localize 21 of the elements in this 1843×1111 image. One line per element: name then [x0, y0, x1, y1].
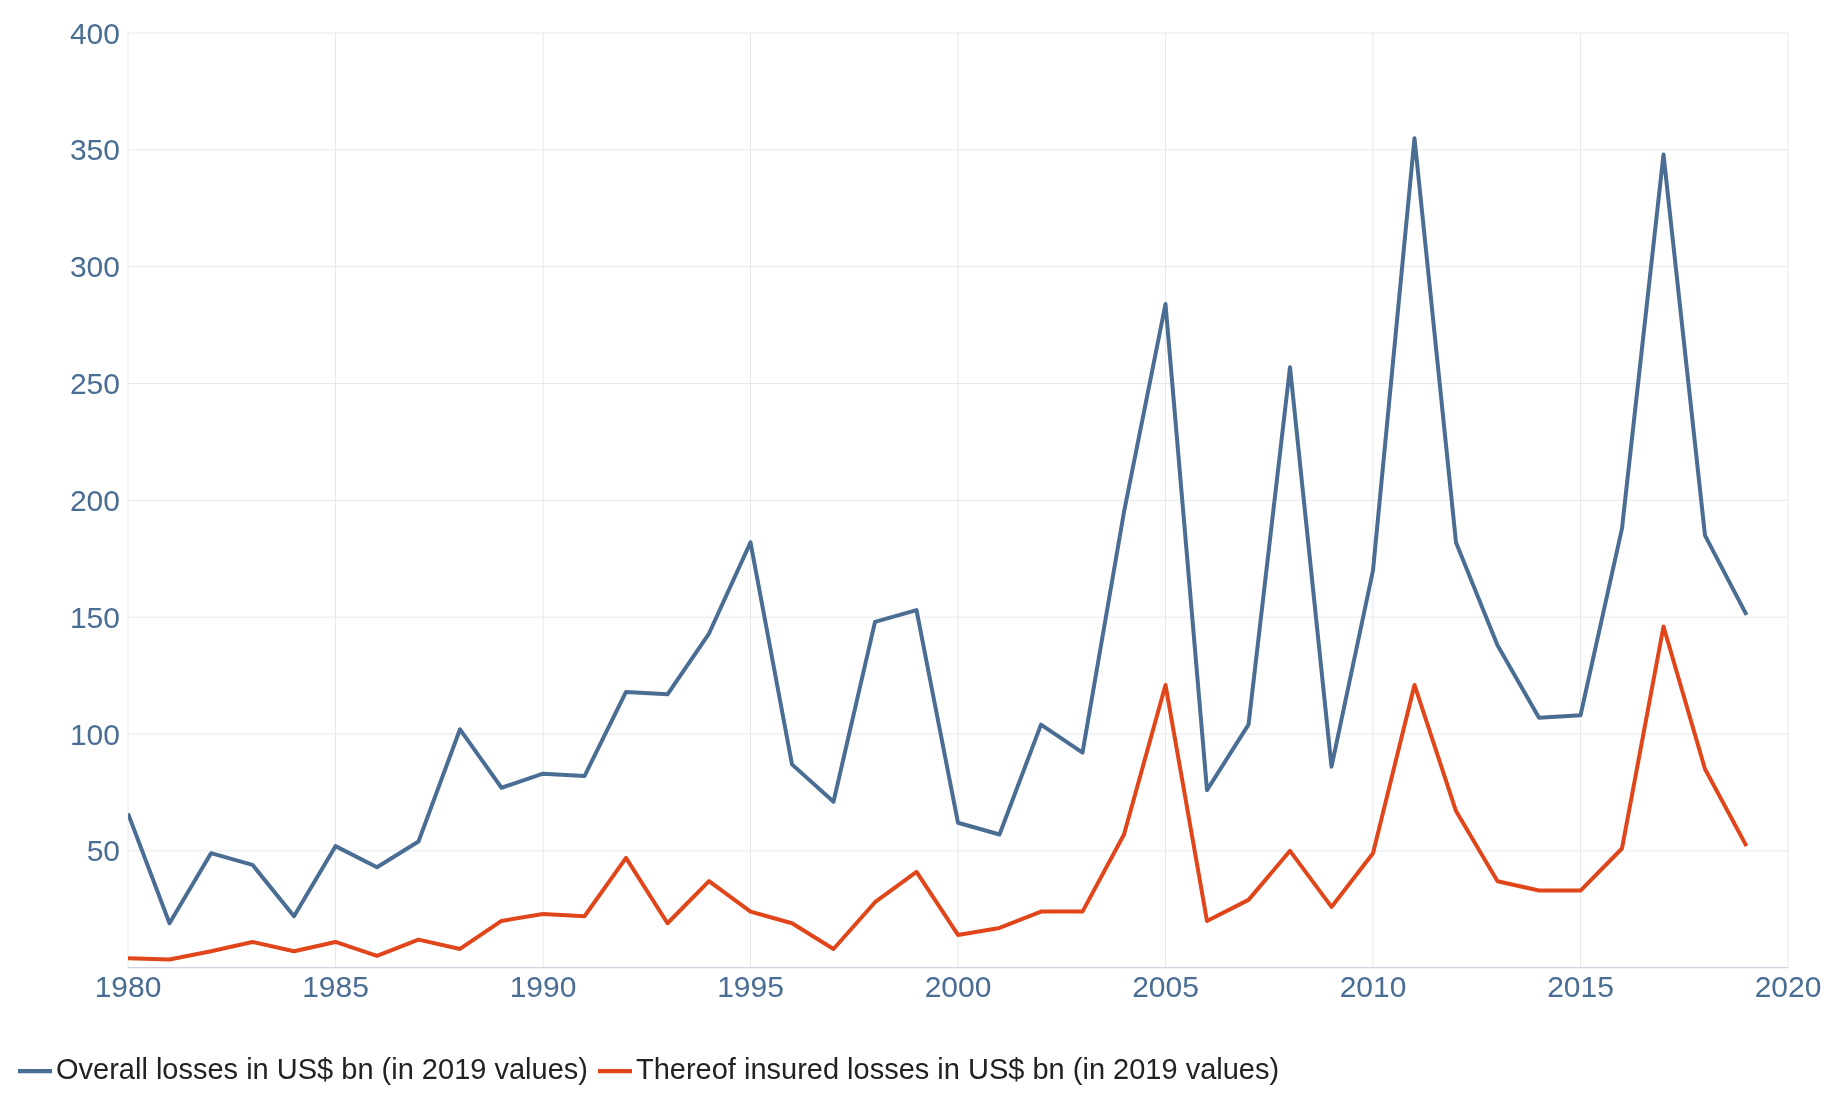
y-tick-label: 50 — [86, 834, 120, 868]
x-tick-label: 2000 — [924, 969, 992, 1003]
legend-label: Thereof insured losses in US$ bn (in 2019 values) — [635, 1052, 1280, 1085]
legend-label: Overall losses in US$ bn (in 2019 values) — [56, 1052, 588, 1085]
y-tick-label: 350 — [69, 133, 120, 167]
y-tick-label: 400 — [69, 16, 120, 50]
x-tick-label: 1995 — [717, 969, 784, 1003]
x-tick-label: 2005 — [1132, 969, 1199, 1003]
y-tick-label: 200 — [69, 483, 120, 517]
x-tick-label: 1985 — [302, 969, 369, 1003]
x-tick-label: 1990 — [509, 969, 577, 1003]
x-tick-label: 2010 — [1339, 969, 1407, 1003]
y-tick-label: 300 — [69, 250, 120, 284]
x-tick-label: 1980 — [94, 969, 162, 1003]
line-series — [128, 624, 1749, 962]
y-tick-label: 100 — [69, 717, 120, 751]
line-series — [128, 136, 1749, 926]
y-tick-label: 150 — [69, 600, 120, 634]
x-tick-label: 2015 — [1547, 969, 1614, 1003]
y-tick-label: 250 — [69, 367, 120, 401]
x-tick-label: 2020 — [1754, 969, 1822, 1003]
